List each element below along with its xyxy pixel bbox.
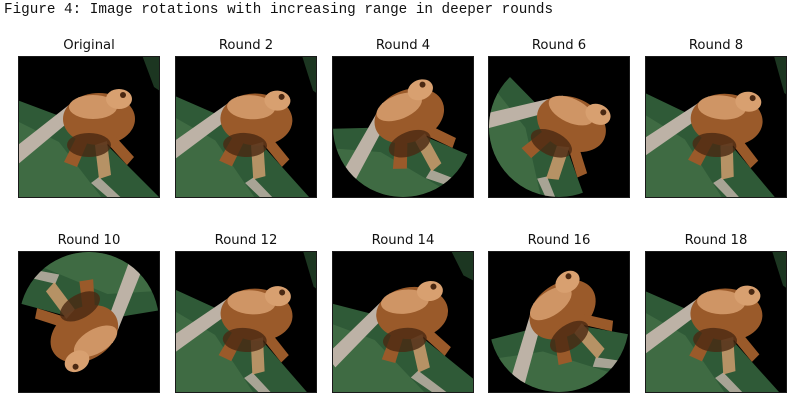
panel-title: Round 10 [8, 233, 170, 249]
image-round-8 [645, 56, 787, 198]
frog-image [176, 252, 316, 392]
image-round-18 [645, 251, 787, 393]
frog-image [489, 252, 629, 392]
image-round-2 [175, 56, 317, 198]
frog-image [489, 57, 629, 197]
image-round-16 [488, 251, 630, 393]
image-round-10 [18, 251, 160, 393]
panel-title: Round 12 [165, 233, 327, 249]
frog-image [333, 57, 473, 197]
frog-image [19, 57, 159, 197]
frog-image [176, 57, 316, 197]
frog-image [333, 252, 473, 392]
frog-image [646, 252, 786, 392]
frog-image [646, 57, 786, 197]
panel-title: Round 6 [478, 38, 640, 54]
image-round-14 [332, 251, 474, 393]
frog-image [19, 252, 159, 392]
panel-title: Round 18 [635, 233, 797, 249]
image-round-12 [175, 251, 317, 393]
panel-title: Round 4 [322, 38, 484, 54]
image-original [18, 56, 160, 198]
panel-title: Round 16 [478, 233, 640, 249]
panel-title: Original [8, 38, 170, 54]
figure-caption: Figure 4: Image rotations with increasin… [4, 1, 553, 19]
image-round-6 [488, 56, 630, 198]
panel-title: Round 14 [322, 233, 484, 249]
panel-title: Round 2 [165, 38, 327, 54]
panel-title: Round 8 [635, 38, 797, 54]
image-round-4 [332, 56, 474, 198]
